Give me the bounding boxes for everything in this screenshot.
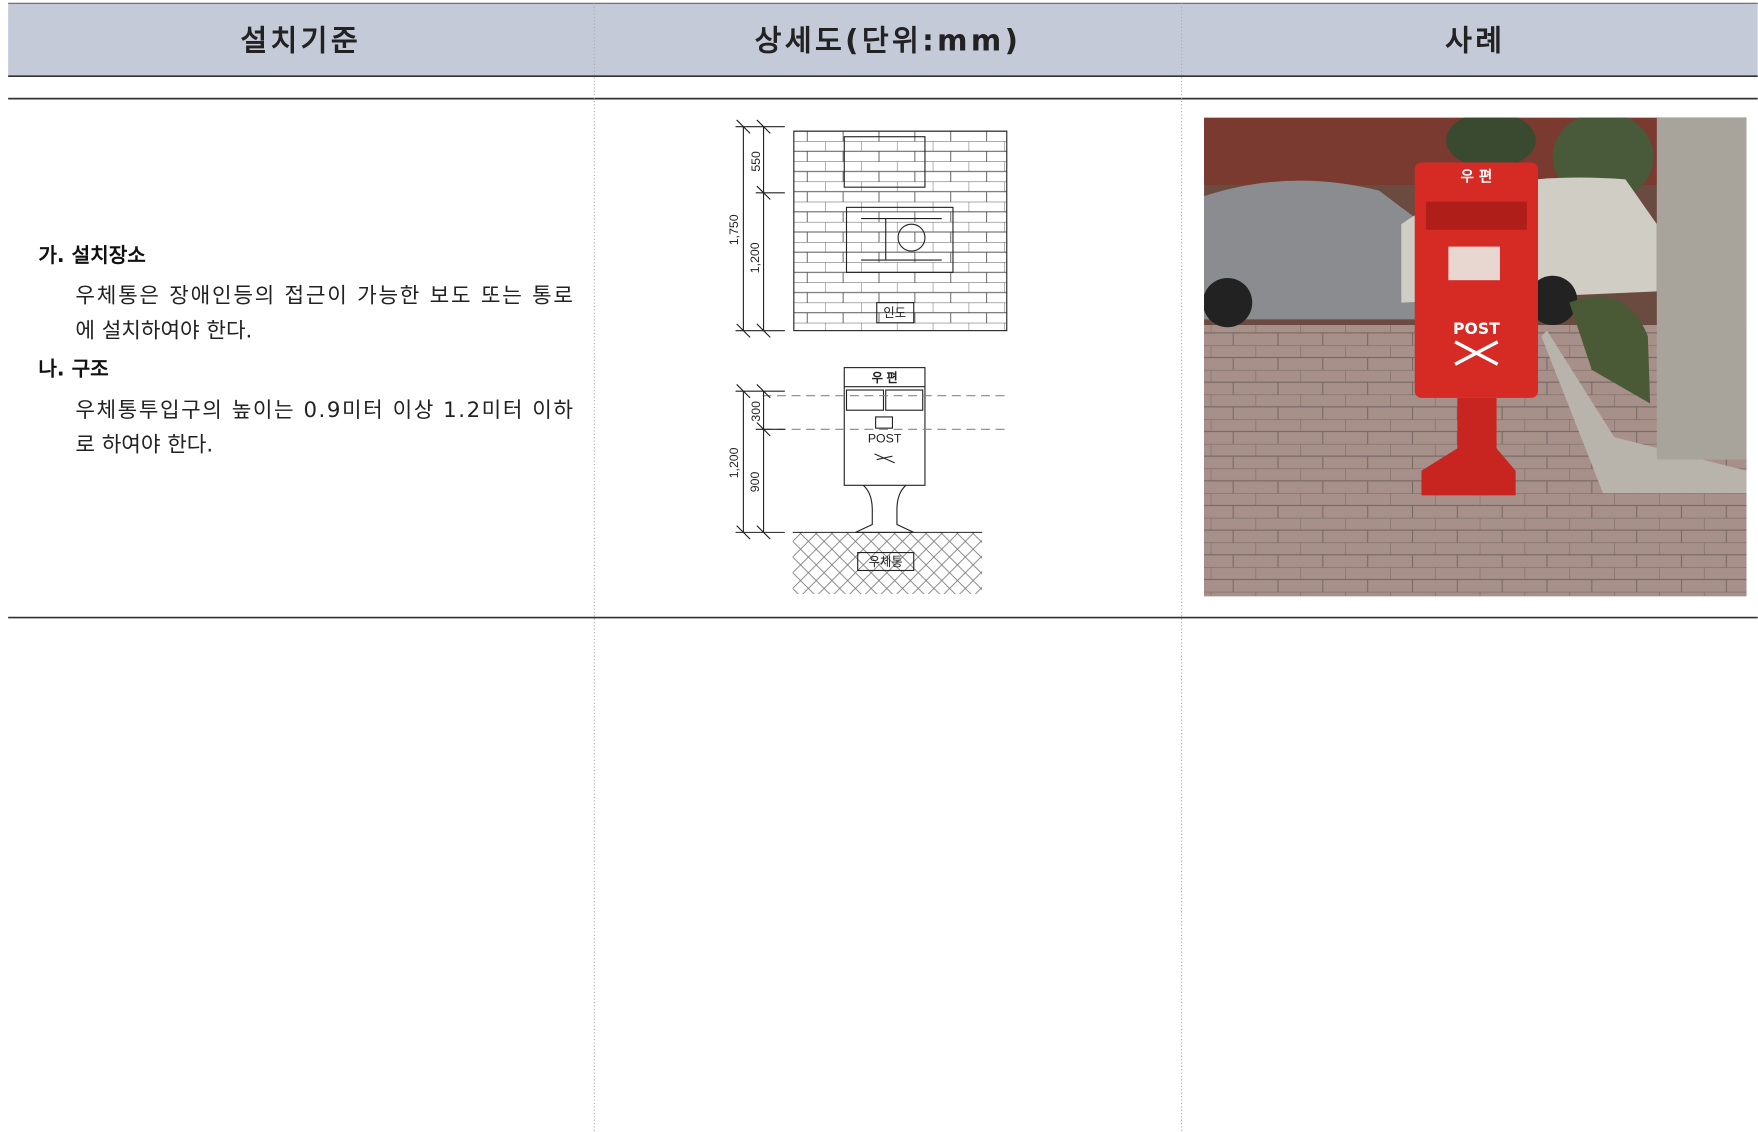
plan-drawing: 인도 550 1,750 1,200: [727, 119, 1008, 338]
dim-label: 1,750: [727, 214, 741, 245]
box-text: POST: [1453, 319, 1500, 338]
body-text: 우체통은 장애인등의 접근이 가능한 보도 또는 통로: [75, 284, 573, 309]
dim-label: 900: [748, 472, 762, 493]
dim-label: 300: [749, 401, 763, 422]
section-heading: 가. 설치장소: [38, 243, 145, 267]
section-heading: 나. 구조: [38, 356, 108, 380]
box-title: 우 편: [1460, 169, 1492, 186]
body-text: 로 하여야 한다.: [75, 433, 213, 458]
dim-label: 인도: [883, 306, 906, 320]
dim-label: 1,200: [727, 447, 741, 478]
dim-label: 1,200: [748, 242, 762, 273]
body-text: 우체통투입구의 높이는 0.9미터 이상 1.2미터 이하: [75, 398, 573, 423]
photo: 우 편 POST: [1204, 117, 1747, 597]
dim-label: 우체통: [869, 555, 903, 569]
body-text: 에 설치하여야 한다.: [75, 318, 252, 343]
box-title: 우 편: [872, 370, 898, 385]
box-text: POST: [868, 432, 902, 446]
elevation-drawing: 우 편 POST 우체통 300 1,200 900: [727, 367, 1010, 595]
dim-label: 550: [749, 151, 763, 172]
column-header: 사례: [1445, 23, 1505, 57]
column-header: 상세도(단위:mm): [755, 23, 1022, 57]
column-header: 설치기준: [240, 23, 361, 57]
header-band: [8, 3, 1758, 77]
